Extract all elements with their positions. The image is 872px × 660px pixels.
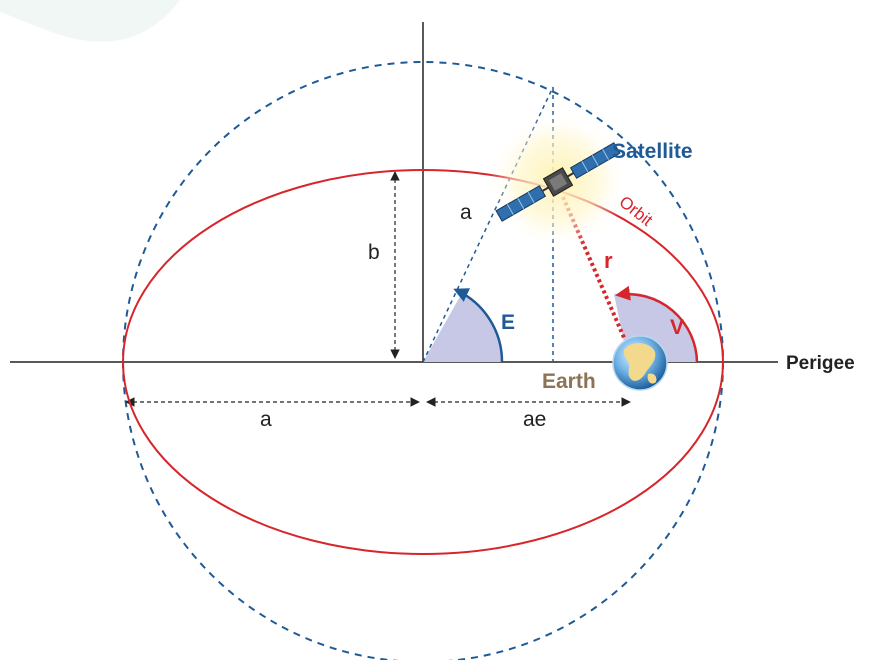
satellite-icon xyxy=(488,110,628,250)
semi-major-label-top: a xyxy=(460,201,472,224)
corner-watermark xyxy=(0,0,180,42)
semi-minor-label: b xyxy=(368,241,380,264)
focal-distance-label: ae xyxy=(523,408,546,431)
eccentric-radius-line xyxy=(422,86,554,363)
earth-globe-icon xyxy=(612,335,668,391)
earth-label: Earth xyxy=(542,370,596,393)
anomaly-E-label: E xyxy=(501,311,515,334)
orbit-label: Orbit xyxy=(616,192,657,230)
angle-E-arc xyxy=(453,288,504,363)
angle-E-sector xyxy=(423,293,503,362)
anomaly-V-label: V xyxy=(670,316,684,339)
radius-label: r xyxy=(604,248,613,273)
perigee-label: Perigee xyxy=(786,353,855,374)
angle-V-arc xyxy=(615,285,699,363)
orbit-ellipse xyxy=(122,169,724,555)
semi-major-label-bottom: a xyxy=(260,408,272,431)
satellite-label: Satellite xyxy=(612,140,693,163)
